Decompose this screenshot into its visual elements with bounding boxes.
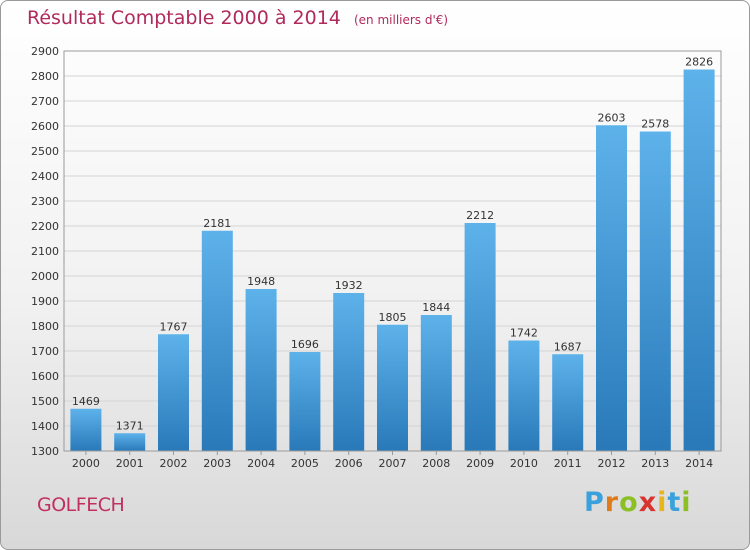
proxiti-logo: Proxiti (584, 487, 692, 518)
value-label: 1742 (510, 327, 538, 340)
value-label: 1948 (247, 275, 275, 288)
y-tick-label: 1900 (31, 295, 59, 308)
value-label: 1932 (335, 279, 363, 292)
y-tick-label: 1300 (31, 445, 59, 458)
logo-letter: i (657, 487, 668, 518)
value-label: 1687 (554, 340, 582, 353)
plot-area-border (63, 50, 722, 452)
x-tick-label: 2014 (685, 457, 713, 470)
bar-2004 (245, 289, 277, 451)
chart-subtitle: (en milliers d'€) (353, 13, 449, 27)
value-label: 2181 (203, 217, 231, 230)
x-tick-label: 2009 (466, 457, 494, 470)
bar-2009 (464, 223, 496, 451)
value-label: 1767 (160, 320, 188, 333)
bars (70, 69, 715, 451)
value-labels: 1469 1371 1767 2181 1948 1696 1932 1805 1844 2212… (72, 56, 713, 433)
x-tick-label: 2000 (72, 457, 100, 470)
x-tick-label: 2007 (379, 457, 407, 470)
logo-letter: t (667, 487, 682, 518)
bar-2008 (420, 315, 452, 451)
y-tick-label: 2700 (31, 95, 59, 108)
y-tick-label: 2300 (31, 195, 59, 208)
x-tick-label: 2005 (291, 457, 319, 470)
x-tick-label: 2003 (203, 457, 231, 470)
value-label: 1696 (291, 338, 319, 351)
y-axis-ticks: 1300 1400 1500 1600 1700 1800 1900 2000 2100 2200… (31, 45, 59, 458)
city-name: GOLFECH (37, 494, 125, 516)
chart-title-main: Résultat Comptable 2000 à 2014 (27, 7, 341, 29)
y-tick-label: 2600 (31, 120, 59, 133)
x-tick-label: 2002 (160, 457, 188, 470)
y-tick-label: 1500 (31, 395, 59, 408)
bar-2001 (114, 433, 146, 451)
value-label: 1469 (72, 395, 100, 408)
value-label: 2603 (598, 111, 626, 124)
x-tick-label: 2004 (247, 457, 275, 470)
y-tick-label: 1700 (31, 345, 59, 358)
bar-2010 (508, 340, 540, 451)
logo-letter: r (604, 487, 620, 518)
y-tick-label: 2500 (31, 145, 59, 158)
y-tick-label: 2400 (31, 170, 59, 183)
y-tick-label: 2800 (31, 70, 59, 83)
x-tick-label: 2006 (335, 457, 363, 470)
bar-2000 (70, 408, 102, 451)
x-tick-label: 2013 (641, 457, 669, 470)
y-tick-label: 2200 (31, 220, 59, 233)
value-label: 1805 (379, 311, 407, 324)
chart-title: Résultat Comptable 2000 à 2014 (en milli… (27, 7, 448, 29)
logo-letter: o (619, 487, 639, 518)
y-tick-label: 2900 (31, 45, 59, 58)
x-tick-label: 2010 (510, 457, 538, 470)
value-label: 1844 (422, 301, 450, 314)
bar-2013 (639, 131, 671, 451)
bar-2006 (333, 293, 365, 451)
logo-letter: x (638, 487, 658, 518)
y-tick-label: 1600 (31, 370, 59, 383)
value-label: 2212 (466, 209, 494, 222)
bar-2011 (552, 354, 584, 451)
logo-letter: P (584, 487, 605, 518)
value-label: 2826 (685, 56, 713, 69)
x-axis-ticks: 2000 2001 2002 2003 2004 2005 2006 2007 2008 2009… (72, 451, 713, 470)
value-label: 2578 (641, 118, 669, 131)
y-tick-label: 1400 (31, 420, 59, 433)
value-label: 1371 (116, 419, 144, 432)
x-tick-label: 2001 (116, 457, 144, 470)
x-tick-label: 2011 (554, 457, 582, 470)
y-tick-label: 2100 (31, 245, 59, 258)
y-tick-label: 2000 (31, 270, 59, 283)
bar-2012 (596, 125, 627, 451)
bar-2005 (289, 352, 321, 451)
x-tick-label: 2012 (598, 457, 626, 470)
bar-2003 (201, 230, 233, 451)
x-tick-label: 2008 (422, 457, 450, 470)
bar-2014 (683, 69, 715, 451)
bar-2007 (377, 324, 408, 451)
bar-2002 (158, 334, 189, 451)
logo-letter: i (681, 487, 692, 518)
y-tick-label: 1800 (31, 320, 59, 333)
